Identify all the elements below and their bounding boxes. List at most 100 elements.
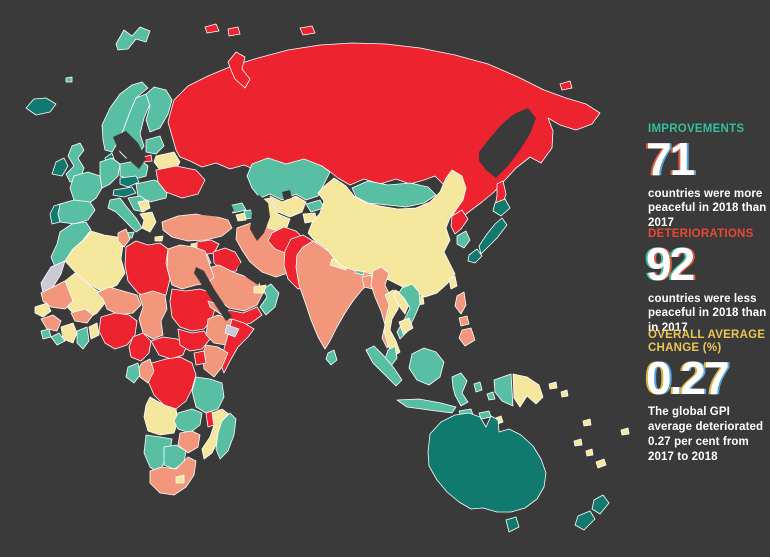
region-madagascar bbox=[215, 412, 237, 460]
region-liberia bbox=[50, 332, 66, 346]
region-tunisia bbox=[117, 228, 131, 248]
deteriorations-label: DETERIORATIONS bbox=[648, 228, 754, 240]
region-moluccas bbox=[486, 391, 496, 401]
region-finland bbox=[145, 86, 173, 133]
region-guinea bbox=[40, 314, 62, 332]
region-japan-honshu bbox=[478, 217, 508, 255]
region-tasmania bbox=[505, 516, 520, 533]
region-ivory-coast bbox=[60, 322, 78, 344]
region-iceland bbox=[25, 97, 57, 116]
region-novaya-zemlya bbox=[227, 51, 251, 89]
region-somaliland bbox=[224, 324, 240, 338]
region-uae bbox=[253, 284, 267, 294]
region-sierra-leone bbox=[40, 328, 52, 340]
region-oman bbox=[259, 283, 280, 316]
region-pacific-island bbox=[582, 418, 592, 427]
region-gabon bbox=[125, 362, 141, 384]
region-sumatra bbox=[365, 345, 403, 387]
region-pacific-island bbox=[620, 427, 630, 436]
region-niger bbox=[96, 286, 142, 316]
sea-red bbox=[194, 267, 232, 321]
region-pacific-island bbox=[585, 448, 594, 457]
region-uzbekistan bbox=[269, 195, 307, 218]
region-sulawesi bbox=[451, 372, 469, 407]
region-japan-kyushu bbox=[467, 248, 483, 264]
region-mali bbox=[64, 272, 106, 320]
region-togo-benin bbox=[88, 322, 100, 340]
region-germany bbox=[99, 157, 121, 189]
region-new-zealand bbox=[574, 510, 596, 531]
region-borneo bbox=[408, 347, 445, 386]
region-chad bbox=[138, 290, 168, 340]
region-ireland bbox=[51, 157, 69, 177]
overall-average-change-caption: The global GPI average deteriorated 0.27… bbox=[648, 406, 764, 463]
region-philippines bbox=[454, 291, 467, 315]
region-nigeria bbox=[98, 312, 138, 350]
region-baltics bbox=[145, 135, 165, 155]
region-tanzania bbox=[191, 376, 225, 414]
region-taiwan bbox=[448, 275, 458, 290]
region-turkey bbox=[161, 213, 233, 242]
region-japan-hokkaido bbox=[492, 198, 511, 217]
region-south-sudan bbox=[177, 328, 211, 352]
improvements-label: IMPROVEMENTS bbox=[648, 123, 745, 135]
region-armenia bbox=[235, 212, 247, 222]
sea-aral bbox=[282, 190, 292, 200]
region-mongolia bbox=[351, 180, 437, 208]
region-france bbox=[69, 171, 103, 205]
region-australia bbox=[427, 412, 547, 513]
sea-baltic bbox=[113, 131, 146, 169]
region-papua-new-guinea bbox=[512, 373, 544, 408]
region-java bbox=[396, 398, 457, 414]
region-pacific-island bbox=[573, 438, 583, 447]
region-svalbard bbox=[115, 26, 151, 51]
improvements-caption: countries were more peaceful in 2018 tha… bbox=[648, 187, 767, 229]
region-uganda bbox=[193, 350, 207, 366]
region-arctic-islands bbox=[227, 26, 241, 37]
region-faroe bbox=[65, 76, 73, 83]
region-south-korea bbox=[456, 230, 471, 249]
overall-average-change-value: 0.27 bbox=[646, 351, 730, 404]
region-kazakhstan bbox=[246, 157, 331, 201]
region-portugal bbox=[49, 203, 61, 225]
region-pacific-island bbox=[548, 381, 558, 390]
overall-average-change-label: OVERALL AVERAGE CHANGE (%) bbox=[648, 329, 766, 354]
region-arctic-islands bbox=[204, 23, 220, 34]
region-serbia bbox=[137, 199, 151, 213]
region-west-papua bbox=[493, 373, 514, 407]
region-cameroon bbox=[128, 332, 152, 362]
region-czechia bbox=[119, 175, 140, 188]
deteriorations-caption: countries were less peaceful in 2018 tha… bbox=[648, 292, 767, 334]
region-greece bbox=[139, 211, 157, 233]
improvements-stat: IMPROVEMENTS 71 countries were more peac… bbox=[646, 123, 768, 231]
region-philippines bbox=[458, 315, 470, 327]
region-senegal bbox=[34, 302, 52, 318]
region-north-korea bbox=[450, 209, 469, 235]
region-austria bbox=[112, 186, 137, 198]
region-zambia bbox=[173, 408, 203, 434]
region-wrangel-island bbox=[559, 80, 573, 91]
sea-caspian bbox=[248, 195, 270, 241]
sea-persian-gulf bbox=[237, 263, 262, 285]
region-norway bbox=[101, 81, 149, 153]
region-somalia bbox=[219, 318, 255, 374]
region-lesotho bbox=[175, 474, 185, 484]
region-china bbox=[307, 169, 467, 298]
region-ukraine bbox=[155, 165, 206, 199]
region-zimbabwe bbox=[177, 430, 201, 454]
region-severnaya-zemlya bbox=[299, 25, 316, 36]
region-new-zealand bbox=[591, 494, 610, 515]
sea-black bbox=[182, 195, 234, 217]
region-philippines bbox=[458, 327, 476, 347]
region-pacific-island bbox=[595, 458, 607, 469]
sea-okhotsk bbox=[479, 108, 536, 178]
region-crete bbox=[154, 235, 164, 242]
region-burkina-faso bbox=[70, 308, 94, 324]
region-moluccas bbox=[473, 381, 483, 393]
region-algeria bbox=[64, 230, 126, 293]
deteriorations-value: 92 bbox=[646, 237, 695, 290]
region-central-african-republic bbox=[150, 336, 188, 360]
improvements-value: 71 bbox=[646, 132, 695, 185]
region-south-africa bbox=[149, 456, 197, 496]
